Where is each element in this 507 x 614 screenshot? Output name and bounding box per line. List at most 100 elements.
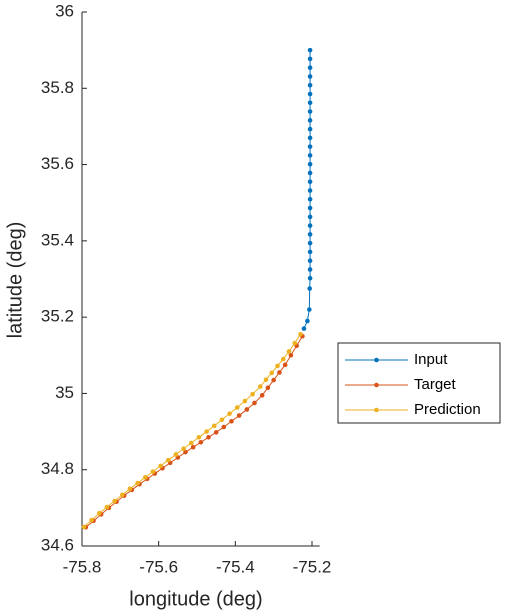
point xyxy=(307,161,313,167)
point xyxy=(269,370,275,376)
point xyxy=(307,286,313,291)
point xyxy=(307,126,313,132)
legend-marker xyxy=(374,357,379,363)
point xyxy=(204,429,209,434)
point xyxy=(221,424,227,430)
point xyxy=(307,135,313,141)
point xyxy=(307,170,313,176)
point xyxy=(244,407,250,412)
point xyxy=(307,205,313,211)
point xyxy=(183,449,188,455)
point xyxy=(277,370,282,375)
point xyxy=(307,267,313,272)
point xyxy=(286,349,292,354)
x-tick-label: -75.4 xyxy=(216,557,255,576)
point xyxy=(236,413,242,418)
point xyxy=(282,362,288,368)
y-tick-label: 34.8 xyxy=(41,459,74,478)
point xyxy=(259,393,265,398)
point xyxy=(213,430,219,435)
point xyxy=(307,240,313,246)
legend-label: Prediction xyxy=(414,401,481,418)
point xyxy=(307,118,313,123)
point xyxy=(96,510,102,516)
y-tick-label: 35 xyxy=(55,383,74,402)
legend-label: Input xyxy=(414,351,448,368)
point xyxy=(227,411,232,416)
point xyxy=(307,214,313,220)
point xyxy=(307,249,313,255)
y-tick-label: 35.8 xyxy=(41,78,74,97)
point xyxy=(307,91,313,97)
point xyxy=(142,475,148,480)
legend: Input Target Prediction xyxy=(337,342,501,424)
point xyxy=(307,144,313,149)
y-tick-label: 34.6 xyxy=(41,535,74,554)
y-tick-label: 35.6 xyxy=(41,154,74,173)
point xyxy=(265,385,271,391)
point xyxy=(150,469,156,474)
y-tick-label: 35.2 xyxy=(41,307,74,326)
point xyxy=(305,318,310,324)
point xyxy=(206,434,211,440)
point xyxy=(307,179,313,185)
point xyxy=(198,439,204,445)
point xyxy=(158,463,163,469)
point xyxy=(307,109,313,114)
point xyxy=(307,196,313,202)
y-tick-label: 35.4 xyxy=(41,230,74,249)
point xyxy=(119,492,125,498)
point xyxy=(307,188,313,193)
legend-marker xyxy=(374,382,379,388)
point xyxy=(307,153,313,158)
point xyxy=(301,326,307,331)
point xyxy=(250,391,255,397)
point xyxy=(292,340,298,346)
point xyxy=(196,434,202,440)
point xyxy=(127,486,133,492)
point xyxy=(307,74,313,79)
point xyxy=(165,457,171,463)
point xyxy=(173,452,179,457)
point xyxy=(307,47,313,53)
legend-marker xyxy=(374,407,379,413)
point xyxy=(307,65,313,70)
point xyxy=(181,446,186,452)
point xyxy=(307,307,312,312)
point xyxy=(280,356,286,362)
point xyxy=(112,498,117,504)
point xyxy=(307,100,313,106)
point xyxy=(263,377,269,382)
series-line xyxy=(83,334,301,528)
point xyxy=(288,352,294,358)
y-tick-label: 36 xyxy=(55,1,74,20)
x-tick-label: -75.2 xyxy=(293,557,332,576)
point xyxy=(81,524,87,530)
point xyxy=(298,332,303,337)
point xyxy=(229,418,234,424)
point xyxy=(219,417,225,423)
point xyxy=(104,504,110,510)
point xyxy=(252,400,257,406)
point xyxy=(89,517,94,523)
point xyxy=(188,440,194,446)
legend-label: Target xyxy=(414,376,457,393)
point xyxy=(242,398,248,404)
point xyxy=(234,405,240,410)
point xyxy=(307,275,313,281)
x-tick-label: -75.8 xyxy=(63,557,102,576)
point xyxy=(271,377,276,383)
point xyxy=(257,384,263,389)
point xyxy=(307,232,313,237)
point xyxy=(307,82,313,88)
point xyxy=(307,223,313,228)
x-tick-label: -75.6 xyxy=(139,557,178,576)
point xyxy=(307,56,313,62)
point xyxy=(211,423,217,429)
y-axis-label: latitude (deg) xyxy=(4,222,26,339)
point xyxy=(275,363,280,369)
point xyxy=(190,444,196,450)
point xyxy=(135,480,140,486)
x-axis-label: longitude (deg) xyxy=(129,588,262,610)
